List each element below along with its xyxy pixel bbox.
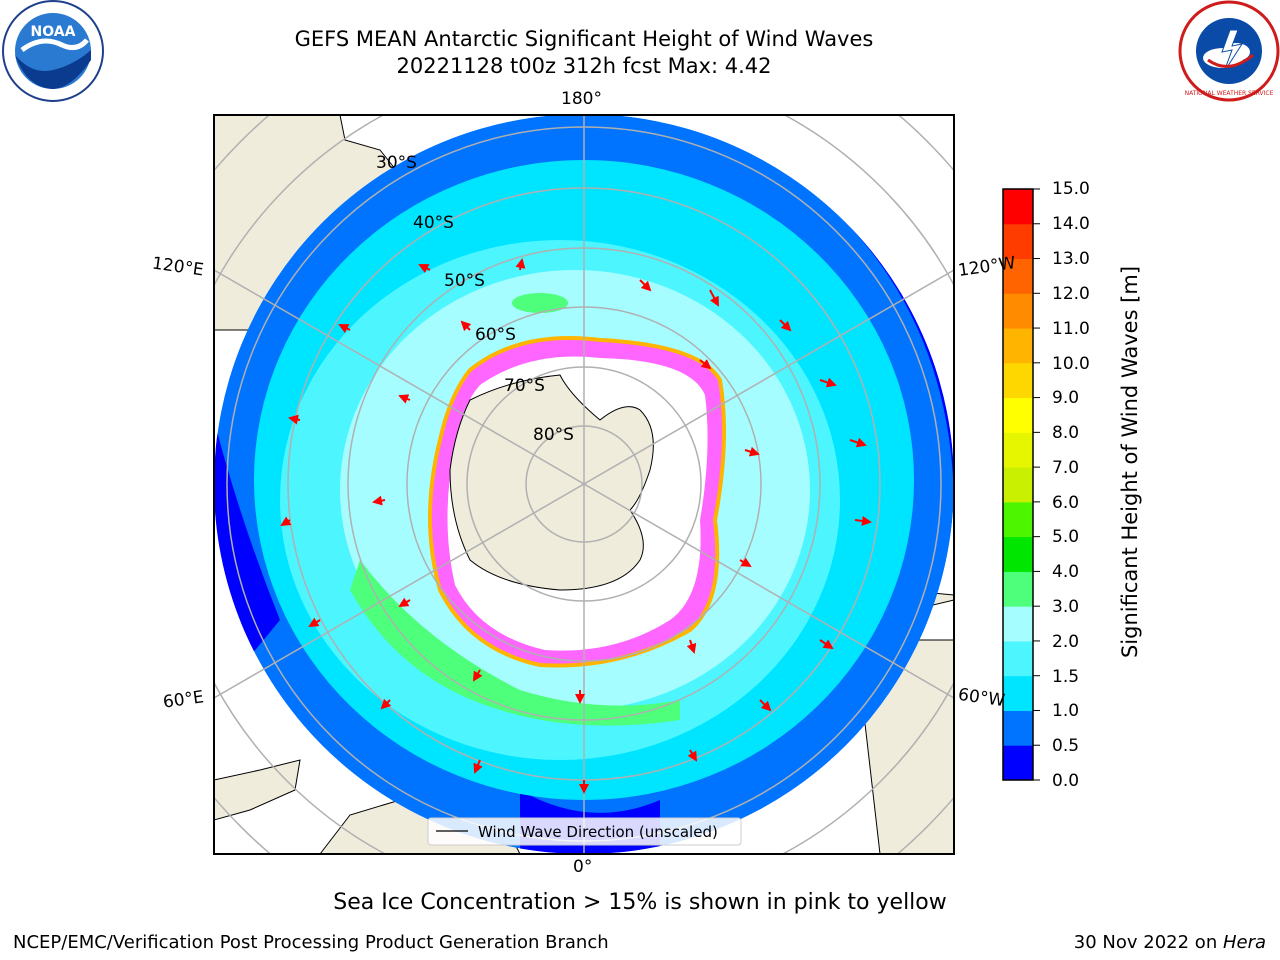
footer-date: 30 Nov 2022 on Hera <box>1074 932 1266 953</box>
wave-arrow <box>819 639 834 650</box>
wave-arrow <box>398 394 411 404</box>
legend-label: Wind Wave Direction (unscaled) <box>478 823 718 841</box>
colorbar-tick: 4.0 <box>1052 562 1080 582</box>
footer-branch: NCEP/EMC/Verification Post Processing Pr… <box>13 932 609 953</box>
lat-label-60s: 60°S <box>475 325 516 345</box>
colorbar-segment <box>1003 571 1033 607</box>
colorbar-tick: 0.0 <box>1052 771 1080 791</box>
colorbar-tick: 9.0 <box>1052 388 1080 408</box>
footer-date-text: 30 Nov 2022 on <box>1073 932 1223 953</box>
legend-box: Wind Wave Direction (unscaled) <box>427 817 742 846</box>
colorbar-tick: 11.0 <box>1052 319 1090 339</box>
colorbar <box>1003 188 1040 781</box>
colorbar-tick: 0.5 <box>1052 736 1080 756</box>
colorbar-frame <box>1002 188 1034 781</box>
wave-arrow <box>288 414 301 425</box>
wave-arrow <box>709 289 719 307</box>
wave-arrow <box>779 319 792 332</box>
colorbar-segment <box>1003 362 1033 399</box>
title-line-2: 20221128 t00z 312h fcst Max: 4.42 <box>396 54 772 78</box>
lon-label-0: 0° <box>573 857 593 877</box>
noaa-logo: NOAA <box>2 0 104 102</box>
wave-arrow <box>759 699 772 712</box>
wave-arrow <box>849 437 867 448</box>
lat-label-80s: 80°S <box>533 425 574 445</box>
colorbar-segment <box>1003 189 1033 225</box>
colorbar-tick: 8.0 <box>1052 423 1080 443</box>
colorbar-tick: 13.0 <box>1052 249 1090 269</box>
colorbar-segment <box>1003 293 1033 329</box>
wave-arrow <box>372 495 386 506</box>
wave-arrow <box>460 320 472 332</box>
noaa-logo-text: NOAA <box>31 24 76 40</box>
lat-label-50s: 50°S <box>444 271 485 291</box>
colorbar-segment <box>1003 710 1033 746</box>
colorbar-segment <box>1003 606 1033 642</box>
colorbar-segment <box>1003 640 1033 677</box>
lat-label-30s: 30°S <box>376 153 417 173</box>
wave-arrow <box>515 258 526 271</box>
wave-arrow <box>280 516 292 527</box>
wave-arrow <box>686 639 697 654</box>
wave-arrow <box>473 759 483 774</box>
colorbar-segment <box>1003 328 1033 364</box>
colorbar-tick: 2.0 <box>1052 632 1080 652</box>
colorbar-tick: 1.5 <box>1052 667 1080 687</box>
wave-arrow <box>472 669 483 682</box>
wave-arrow <box>744 446 760 457</box>
sea-ice-note: Sea Ice Concentration > 15% is shown in … <box>333 890 947 915</box>
colorbar-segment <box>1003 397 1033 433</box>
wave-arrow <box>699 359 712 370</box>
wave-arrow <box>739 557 752 568</box>
footer-machine: Hera <box>1222 932 1266 953</box>
colorbar-segment <box>1003 467 1033 503</box>
wind-wave-arrows <box>280 258 872 794</box>
lon-label-180: 180° <box>561 89 602 109</box>
colorbar-segment <box>1003 223 1033 260</box>
lat-label-40s: 40°S <box>413 213 454 233</box>
colorbar-tick: 3.0 <box>1052 597 1080 617</box>
colorbar-tick: 14.0 <box>1052 214 1090 234</box>
lat-label-70s: 70°S <box>504 376 545 396</box>
wave-arrow <box>854 515 872 526</box>
wave-arrow <box>418 264 431 274</box>
wave-arrow <box>308 617 321 628</box>
colorbar-tick: 1.0 <box>1052 701 1080 721</box>
nws-logo: NATIONAL WEATHER SERVICE <box>1178 0 1280 102</box>
colorbar-segment <box>1003 258 1033 294</box>
colorbar-label: Significant Height of Wind Waves [m] <box>1118 265 1142 659</box>
colorbar-segment <box>1003 536 1033 572</box>
colorbar-tick: 12.0 <box>1052 284 1090 304</box>
wave-arrow <box>380 698 392 710</box>
wave-arrow <box>819 377 837 388</box>
wave-arrow <box>687 749 698 762</box>
colorbar-tick: 5.0 <box>1052 527 1080 547</box>
wave-arrow <box>338 324 351 334</box>
colorbar-tick: 15.0 <box>1052 179 1090 199</box>
colorbar-segment <box>1003 745 1033 781</box>
colorbar-tick: 6.0 <box>1052 493 1080 513</box>
colorbar-segment <box>1003 501 1033 538</box>
colorbar-tick: 7.0 <box>1052 458 1080 478</box>
colorbar-segment <box>1003 432 1033 468</box>
title-line-1: GEFS MEAN Antarctic Significant Height o… <box>294 27 874 51</box>
colorbar-segment <box>1003 675 1033 711</box>
map-frame <box>213 114 955 855</box>
wave-arrow <box>639 279 652 292</box>
colorbar-tick: 10.0 <box>1052 354 1090 374</box>
nws-logo-text: NATIONAL WEATHER SERVICE <box>1185 90 1274 97</box>
wave-arrow <box>398 597 411 608</box>
